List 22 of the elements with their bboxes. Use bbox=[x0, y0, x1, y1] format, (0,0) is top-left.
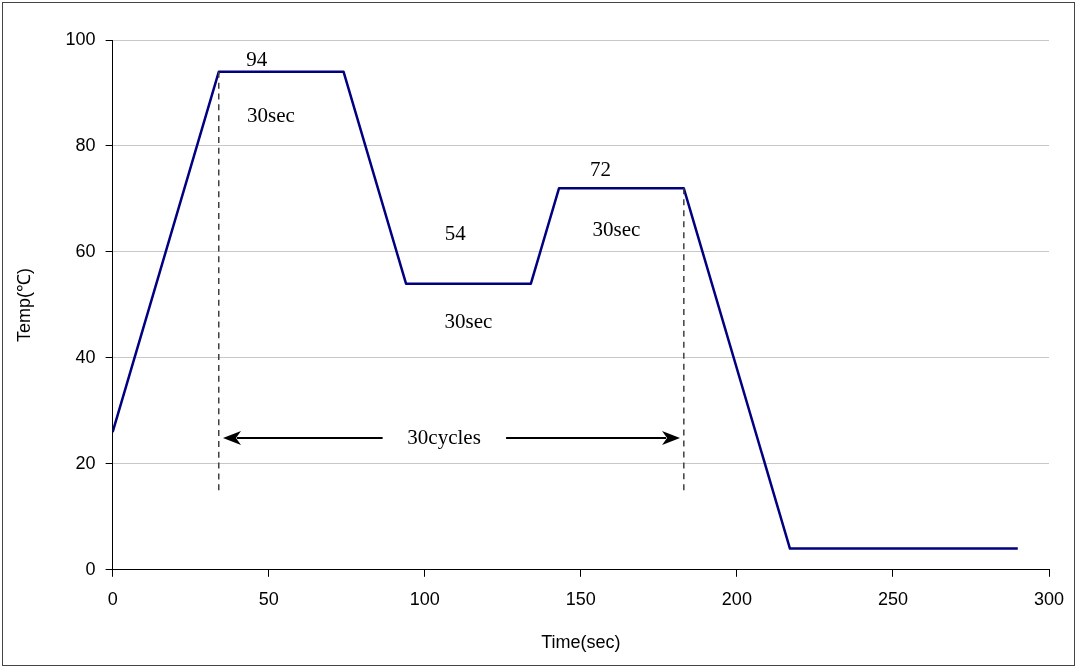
annotation: 30cycles bbox=[407, 424, 481, 449]
x-tick-label: 0 bbox=[107, 588, 118, 609]
annotation: 54 bbox=[444, 221, 467, 246]
x-tick-label: 50 bbox=[258, 588, 279, 609]
annotation: 30sec bbox=[592, 217, 641, 242]
x-tick-label: 100 bbox=[409, 588, 440, 609]
annotation: 30sec bbox=[444, 308, 493, 333]
x-tick-label: 300 bbox=[1033, 588, 1065, 609]
x-tick-label: 150 bbox=[565, 588, 596, 609]
annotation: 72 bbox=[589, 156, 611, 181]
x-axis-title: Time(sec) bbox=[541, 632, 621, 653]
y-tick-label: 0 bbox=[85, 558, 96, 579]
x-tick-label: 200 bbox=[721, 588, 752, 609]
y-tick-label: 20 bbox=[75, 452, 96, 473]
y-tick-label: 40 bbox=[75, 346, 96, 367]
y-axis-title: Temp(℃) bbox=[13, 267, 34, 342]
annotation: 94 bbox=[246, 47, 268, 72]
y-tick-label: 100 bbox=[65, 28, 96, 49]
y-tick-label: 80 bbox=[75, 134, 96, 155]
x-tick-label: 250 bbox=[877, 588, 908, 609]
annotation: 30sec bbox=[246, 102, 295, 127]
y-tick-label: 60 bbox=[75, 240, 96, 261]
